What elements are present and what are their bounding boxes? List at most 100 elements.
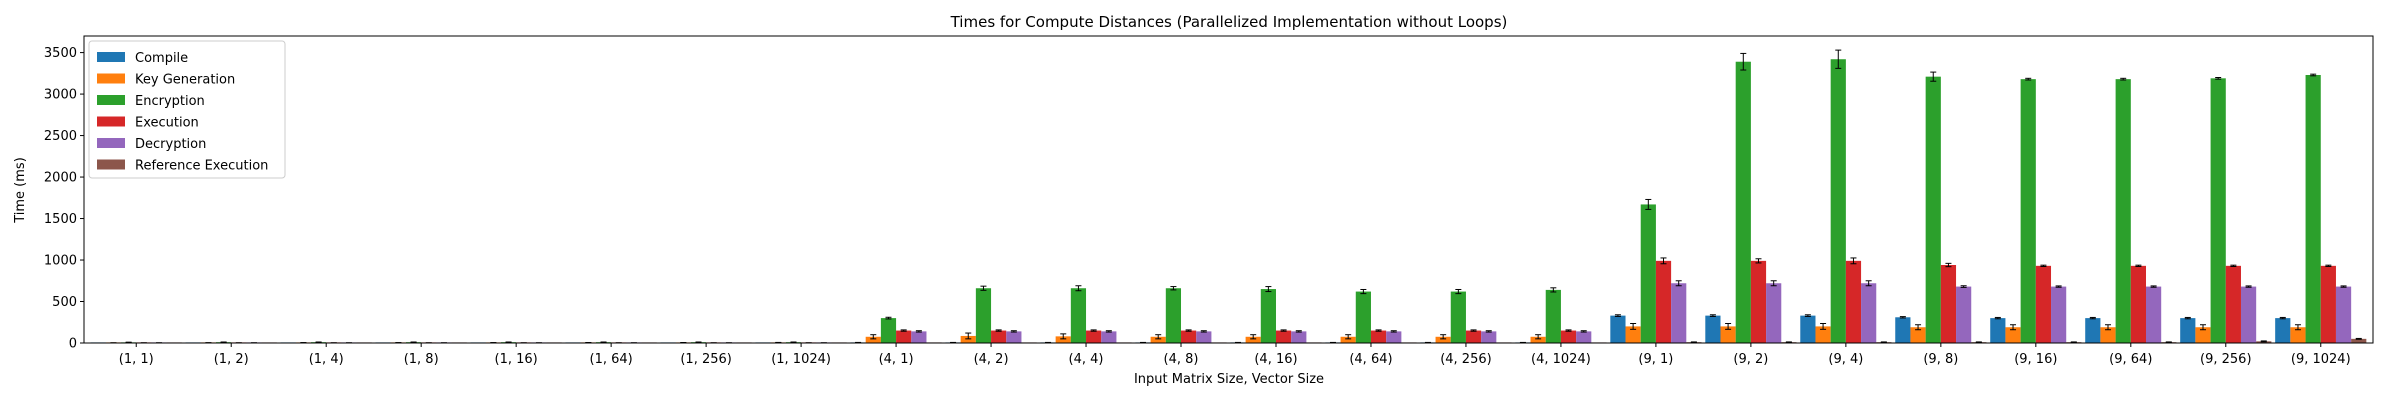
legend-swatch: [97, 73, 125, 84]
bar: [1006, 331, 1022, 343]
bar: [2305, 75, 2321, 343]
x-tick-label: (9, 8): [1923, 352, 1958, 367]
bar: [1086, 330, 1102, 343]
bar: [1101, 331, 1117, 343]
x-tick-label: (4, 1): [879, 352, 914, 367]
bar: [1450, 291, 1466, 343]
bar: [1560, 330, 1577, 343]
y-tick-label: 3000: [44, 88, 77, 103]
legend-swatch: [97, 52, 125, 62]
bar: [2051, 286, 2067, 343]
x-tick-label: (1, 16): [495, 352, 538, 367]
legend-label: Execution: [135, 116, 199, 131]
bar: [1055, 336, 1071, 343]
bar: [911, 331, 927, 343]
bar: [1940, 265, 1957, 343]
x-tick-label: (9, 16): [2014, 352, 2057, 367]
bar: [1800, 315, 1816, 343]
legend-swatch: [97, 138, 125, 148]
bar: [1705, 315, 1721, 343]
bar: [1291, 331, 1307, 343]
bar: [2210, 78, 2226, 343]
bar: [991, 330, 1007, 343]
bar: [2225, 265, 2241, 343]
x-tick-label: (9, 1): [1638, 352, 1673, 367]
x-tick-label: (9, 64): [2109, 352, 2152, 367]
bar: [2146, 286, 2162, 343]
bar: [1735, 61, 1751, 343]
x-tick-label: (1, 4): [309, 352, 344, 367]
x-tick-label: (9, 4): [1828, 352, 1863, 367]
bar: [1386, 331, 1402, 343]
chart-title: Times for Compute Distances (Parallelize…: [950, 13, 1508, 31]
x-tick-label: (1, 64): [590, 352, 633, 367]
bar: [1165, 288, 1182, 343]
bar: [2180, 318, 2196, 343]
legend-label: Reference Execution: [135, 159, 268, 174]
legend-label: Key Generation: [135, 73, 235, 88]
legend: Compile Key Generation Encryption Execution…: [88, 40, 286, 179]
bar: [2100, 327, 2116, 343]
x-tick-label: (9, 1024): [2291, 352, 2351, 367]
bar: [1815, 326, 1831, 343]
y-tick-label: 1000: [44, 254, 77, 269]
bar: [2130, 265, 2146, 343]
bar: [2115, 79, 2131, 344]
plot-area: 0 500 1000 1500 2000 2500 3000 3500 (1, 1) (1, 2)…: [44, 35, 2374, 367]
bar: [2240, 286, 2257, 343]
bar: [975, 288, 992, 343]
bar: [1925, 76, 1941, 343]
x-tick-label: (4, 256): [1440, 352, 1492, 367]
bar: [1830, 59, 1846, 343]
legend-swatch: [97, 159, 125, 170]
bar: [2005, 327, 2021, 343]
y-tick-label: 2000: [44, 171, 77, 186]
x-tick-label: (4, 4): [1069, 352, 1104, 367]
bar: [1845, 260, 1862, 343]
bar: [1750, 260, 1767, 343]
x-tick-label: (4, 1024): [1531, 352, 1591, 367]
x-tick-label: (4, 8): [1164, 352, 1199, 367]
legend-box: [88, 40, 286, 179]
bar: [1245, 336, 1261, 343]
bar: [1895, 317, 1911, 343]
bar: [880, 318, 897, 343]
bar: [1355, 291, 1371, 343]
legend-label: Compile: [135, 51, 188, 66]
x-tick-label: (1, 8): [404, 352, 439, 367]
x-tick-label: (4, 64): [1349, 352, 1392, 367]
bar: [2275, 318, 2291, 343]
bar: [2290, 327, 2306, 343]
bar: [1545, 289, 1561, 343]
bar: [1910, 327, 1926, 343]
y-tick-label: 1500: [44, 212, 77, 227]
bar: [960, 335, 976, 343]
bar: [1150, 336, 1166, 343]
y-tick-label: 500: [52, 295, 77, 310]
legend-swatch: [97, 116, 125, 127]
bar: [1720, 326, 1736, 343]
bar: [1655, 260, 1672, 343]
bar: [2085, 318, 2101, 343]
x-tick-label: (1, 1024): [771, 352, 831, 367]
bar: [1435, 336, 1451, 343]
bar: [2195, 327, 2211, 343]
bar: [1070, 288, 1087, 343]
series-encryption: [121, 49, 2321, 344]
bar: [1610, 315, 1626, 343]
x-tick-label: (4, 2): [974, 352, 1009, 367]
bar: [1260, 289, 1276, 343]
x-tick-label: (1, 1): [119, 352, 154, 367]
bar: [2035, 265, 2052, 343]
bar: [1340, 336, 1356, 343]
x-tick-label: (1, 2): [214, 352, 249, 367]
x-tick-label: (9, 256): [2200, 352, 2252, 367]
bar: [2335, 286, 2352, 343]
x-axis-label: Input Matrix Size, Vector Size: [1134, 372, 1324, 387]
axes-frame: [83, 35, 2374, 344]
x-tick-label: (1, 256): [680, 352, 732, 367]
legend-label: Encryption: [135, 94, 205, 109]
legend-label: Decryption: [135, 137, 206, 152]
y-tick-label: 2500: [44, 129, 77, 144]
